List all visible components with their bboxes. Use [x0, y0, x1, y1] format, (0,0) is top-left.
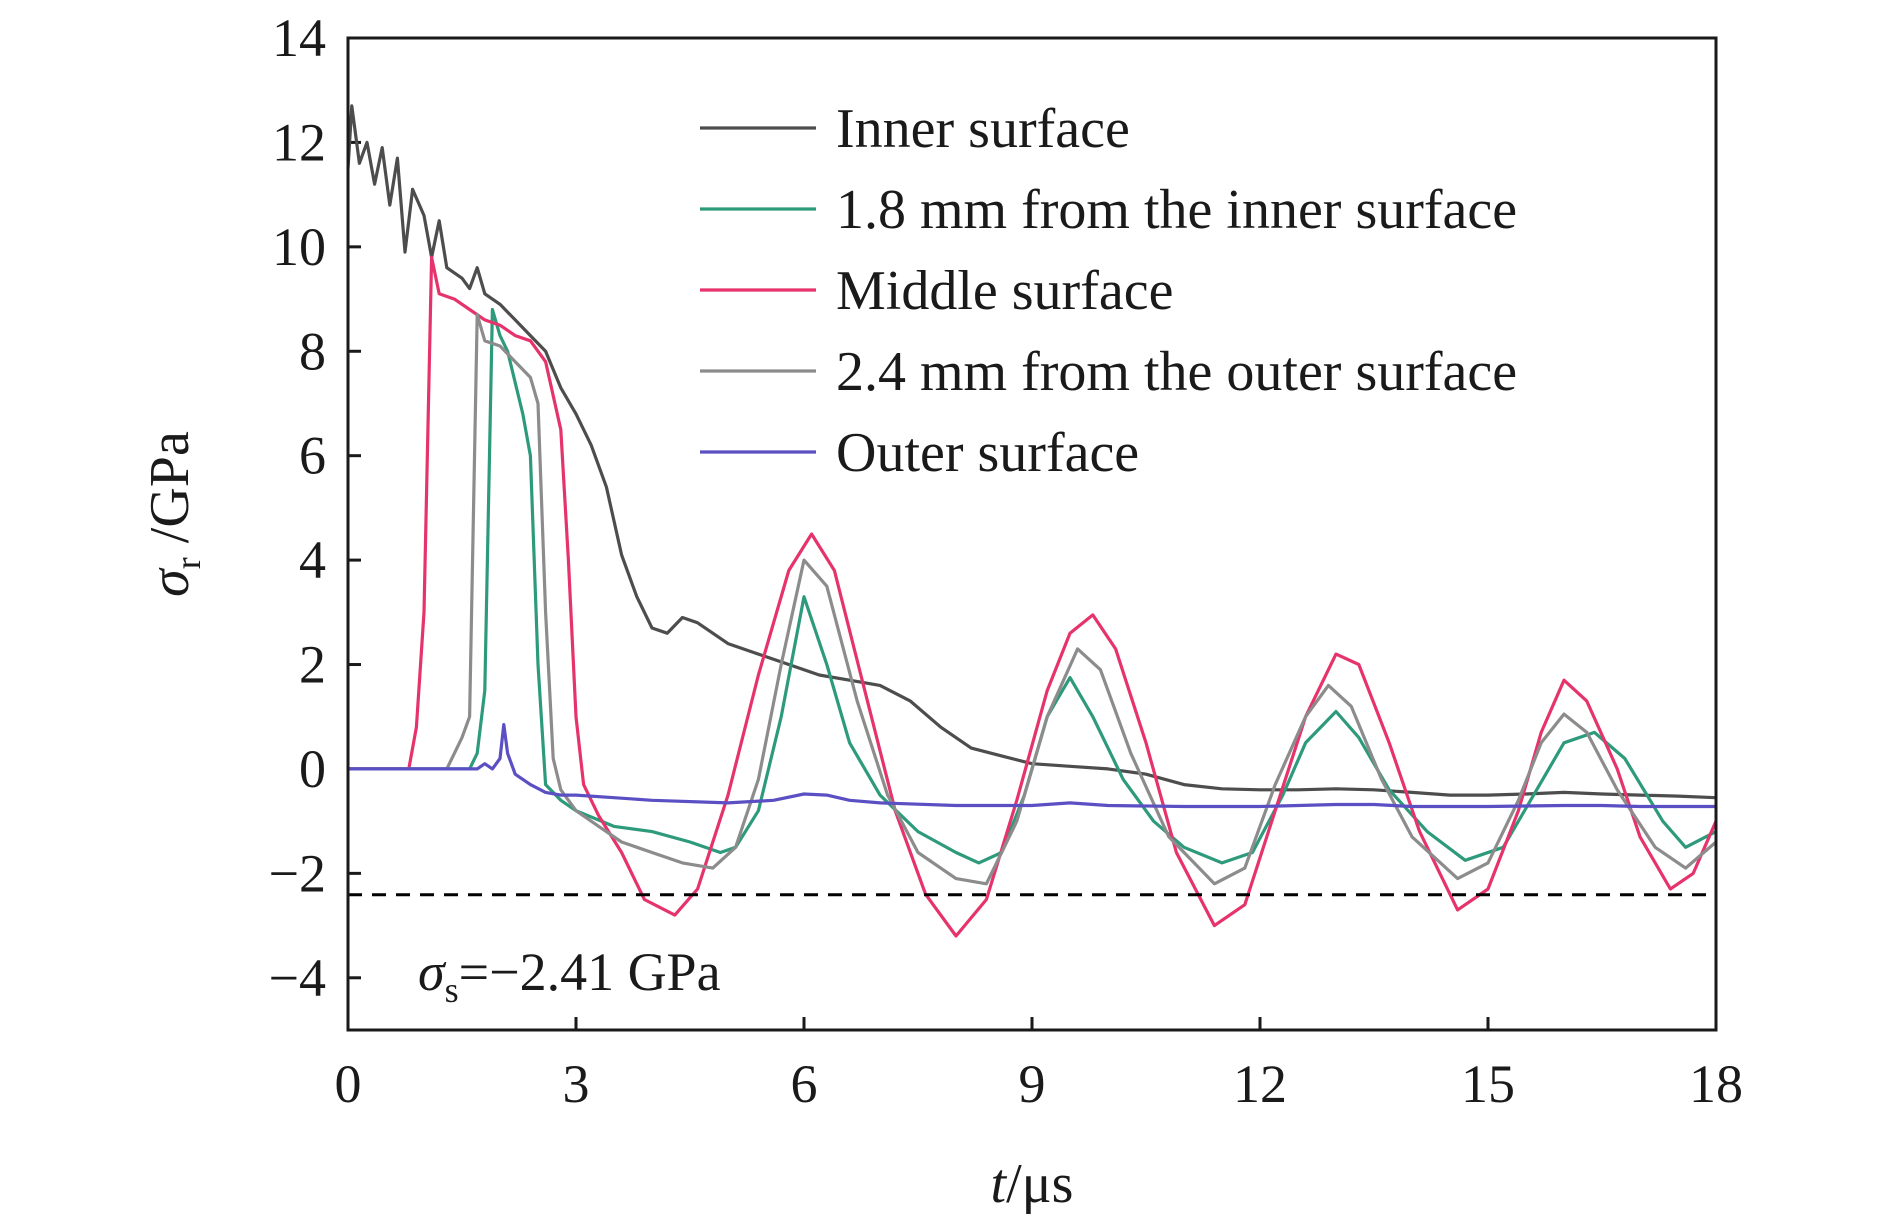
- y-tick-label: 14: [272, 8, 326, 68]
- y-tick-label: 6: [299, 426, 326, 486]
- x-tick-label: 15: [1461, 1054, 1515, 1114]
- x-tick-label: 6: [791, 1054, 818, 1114]
- y-tick-label: 10: [272, 217, 326, 277]
- y-tick-label: 2: [299, 635, 326, 695]
- plot-frame: [346, 36, 1718, 1032]
- y-tick-label: −2: [269, 843, 326, 903]
- series-line-5: [348, 722, 1716, 809]
- yield-stress-annotation: σs=−2.41 GPa: [418, 942, 721, 1010]
- x-axis-unit: /μs: [1006, 1153, 1073, 1215]
- y-axis-symbol: σ: [139, 567, 201, 597]
- y-tick-label: −4: [269, 948, 326, 1008]
- annotation-subscript: s: [445, 970, 459, 1010]
- x-tick-label: 12: [1233, 1054, 1287, 1114]
- y-tick-label: 4: [299, 530, 326, 590]
- y-tick-label: 0: [299, 739, 326, 799]
- annotation-symbol: σ: [418, 942, 447, 1002]
- y-axis-unit: /GPa: [139, 431, 201, 557]
- legend-label: 2.4 mm from the outer surface: [836, 341, 1517, 403]
- legend-label: Middle surface: [836, 260, 1173, 322]
- x-axis-symbol: t: [991, 1153, 1008, 1215]
- x-tick-label: 3: [563, 1054, 590, 1114]
- legend: Inner surface 1.8 mm from the inner surfa…: [700, 98, 1517, 484]
- x-tick-label: 18: [1689, 1054, 1743, 1114]
- series-line-4: [348, 313, 1718, 886]
- lines-layer: [346, 104, 1718, 938]
- series-line-2: [348, 307, 1717, 865]
- y-axis-label: σr /GPa: [139, 431, 208, 597]
- x-tick-label: 9: [1019, 1054, 1046, 1114]
- y-tick-label: 12: [272, 112, 326, 172]
- y-tick-label: 8: [299, 321, 326, 381]
- x-axis-label: t/μs: [991, 1153, 1074, 1215]
- legend-label: Outer surface: [836, 422, 1139, 484]
- x-tick-label: 0: [335, 1054, 362, 1114]
- legend-label: Inner surface: [836, 98, 1130, 160]
- annotation-value: =−2.41 GPa: [459, 942, 721, 1002]
- ticks-layer: 0 3 6 9 12 15 18 −4 −2 0 2 4 6 8 10 12 14: [269, 8, 1743, 1114]
- series-line-3: [348, 255, 1718, 938]
- series-line-1: [346, 104, 1717, 800]
- y-axis-subscript: r: [168, 557, 208, 569]
- legend-label: 1.8 mm from the inner surface: [836, 179, 1517, 241]
